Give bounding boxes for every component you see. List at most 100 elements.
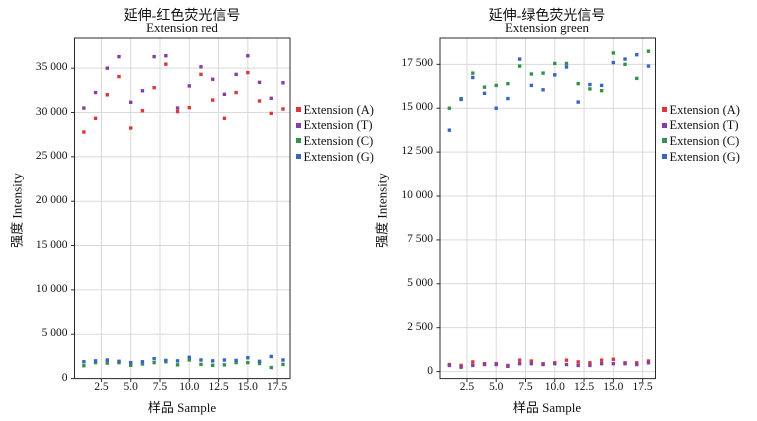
left-x-axis-label: 样品 Sample bbox=[147, 400, 217, 415]
data-point-G bbox=[541, 88, 545, 92]
data-point-G bbox=[517, 57, 522, 61]
data-point-C bbox=[257, 361, 262, 366]
data-point-A bbox=[611, 357, 616, 361]
data-point-G bbox=[140, 360, 145, 364]
left-chart-title-en: Extension red bbox=[146, 20, 218, 35]
y-tick-label: 5 000 bbox=[41, 327, 68, 340]
legend-swatch bbox=[661, 106, 667, 112]
y-tick-label: 35 000 bbox=[35, 61, 68, 74]
data-point-T bbox=[529, 361, 534, 366]
legend-item-label: Extension (C) bbox=[303, 133, 374, 148]
data-point-G bbox=[187, 355, 191, 360]
data-point-G bbox=[211, 359, 215, 363]
data-point-C bbox=[494, 83, 498, 88]
data-point-T bbox=[257, 80, 262, 85]
data-point-C bbox=[82, 364, 86, 368]
data-point-A bbox=[152, 85, 156, 90]
data-point-T bbox=[623, 361, 627, 366]
data-point-A bbox=[129, 126, 133, 130]
data-point-T bbox=[494, 362, 498, 367]
data-point-A bbox=[269, 111, 273, 116]
data-point-G bbox=[129, 360, 133, 365]
data-point-T bbox=[246, 54, 250, 58]
legend-swatch bbox=[295, 122, 301, 128]
data-point-A bbox=[257, 99, 262, 103]
x-tick-label: 5.0 bbox=[489, 381, 504, 393]
data-point-G bbox=[269, 354, 273, 359]
data-point-C bbox=[152, 360, 156, 365]
data-point-A bbox=[517, 358, 522, 362]
data-point-G bbox=[611, 60, 616, 65]
x-tick-label: 12.5 bbox=[573, 381, 595, 393]
data-point-G bbox=[588, 82, 592, 87]
data-point-T bbox=[281, 81, 285, 85]
legend-swatch bbox=[295, 138, 301, 144]
right-x-axis-label: 样品 Sample bbox=[512, 400, 582, 415]
legend-swatch bbox=[295, 153, 301, 159]
data-point-C bbox=[140, 362, 145, 366]
data-point-T bbox=[506, 364, 510, 369]
data-point-G bbox=[152, 356, 156, 361]
data-point-G bbox=[459, 97, 463, 102]
data-point-G bbox=[234, 358, 238, 363]
data-point-C bbox=[623, 62, 627, 67]
data-point-T bbox=[175, 106, 180, 110]
plot-frame bbox=[74, 37, 291, 380]
x-tick-label: 7.5 bbox=[152, 381, 168, 393]
data-point-G bbox=[117, 359, 121, 364]
right-chart-title-en: Extension green bbox=[504, 20, 590, 35]
y-tick-label: 5 000 bbox=[407, 276, 433, 289]
x-tick-label: 10.0 bbox=[179, 381, 200, 393]
data-point-T bbox=[269, 96, 273, 101]
data-point-T bbox=[611, 361, 616, 366]
data-point-G bbox=[553, 73, 557, 77]
data-point-A bbox=[234, 90, 238, 95]
x-tick-label: 7.5 bbox=[518, 381, 533, 393]
legend-item-label: Extension (G) bbox=[669, 149, 740, 164]
data-point-A bbox=[175, 109, 180, 114]
data-point-T bbox=[471, 363, 475, 368]
data-point-G bbox=[281, 358, 285, 362]
data-point-T bbox=[553, 361, 557, 366]
data-point-T bbox=[541, 362, 545, 367]
legend-item-label: Extension (C) bbox=[669, 133, 740, 148]
data-point-C bbox=[635, 76, 639, 81]
data-point-T bbox=[588, 363, 592, 368]
data-point-A bbox=[588, 361, 592, 365]
y-tick-label: 7 500 bbox=[407, 232, 433, 245]
data-point-T bbox=[117, 54, 121, 59]
legend-item-label: Extension (A) bbox=[669, 102, 740, 117]
data-point-T bbox=[635, 362, 639, 367]
data-point-C bbox=[447, 106, 452, 110]
data-point-G bbox=[105, 358, 109, 362]
x-tick-label: 5.0 bbox=[123, 381, 138, 393]
data-point-A bbox=[281, 107, 285, 111]
legend-item-label: Extension (A) bbox=[303, 102, 374, 117]
data-point-A bbox=[646, 359, 651, 363]
data-point-C bbox=[517, 64, 522, 68]
data-point-T bbox=[187, 84, 191, 88]
data-point-C bbox=[588, 87, 592, 91]
left-chart-title-zh: 延伸-红色荧光信号 bbox=[123, 9, 241, 24]
data-point-A bbox=[529, 359, 534, 363]
data-point-T bbox=[140, 89, 145, 93]
data-point-T bbox=[599, 361, 604, 366]
x-tick-label: 2.5 bbox=[459, 381, 475, 393]
data-point-G bbox=[447, 128, 452, 132]
data-point-A bbox=[564, 358, 569, 362]
y-tick-label: 0 bbox=[427, 364, 433, 377]
plot-frame bbox=[439, 37, 656, 380]
x-tick-label: 15.0 bbox=[237, 381, 258, 393]
x-tick-label: 10.0 bbox=[544, 381, 565, 393]
y-tick-label: 30 000 bbox=[35, 105, 68, 118]
y-tick-label: 15 000 bbox=[35, 238, 68, 251]
data-point-G bbox=[576, 100, 580, 104]
legend-swatch bbox=[661, 153, 667, 159]
data-point-A bbox=[164, 62, 168, 66]
data-point-C bbox=[222, 363, 227, 367]
data-point-T bbox=[576, 363, 580, 368]
x-tick-label: 12.5 bbox=[208, 381, 229, 393]
legend-swatch bbox=[661, 138, 667, 144]
